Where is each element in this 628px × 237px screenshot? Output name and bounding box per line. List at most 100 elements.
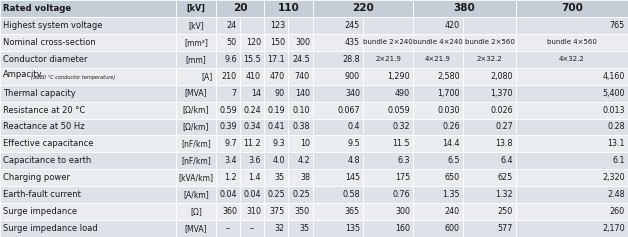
Bar [0,34,176,51]
Bar [516,17,628,34]
Bar [363,102,413,118]
Bar [363,68,413,85]
Text: 0.059: 0.059 [387,105,410,114]
Bar [216,17,240,34]
Bar [0,135,176,152]
Bar [363,203,413,220]
Bar [216,135,240,152]
Text: [MVA]: [MVA] [185,89,207,98]
Text: 0.19: 0.19 [268,105,285,114]
Bar [313,17,363,34]
Text: 38: 38 [300,173,310,182]
Bar [0,102,176,118]
Text: Surge impedance load: Surge impedance load [3,224,98,233]
Text: 9.7: 9.7 [224,139,237,148]
Bar [463,68,516,85]
Text: 9.5: 9.5 [347,139,360,148]
Bar [516,34,628,51]
Bar [176,34,216,51]
Bar [288,34,313,51]
Text: 140: 140 [295,89,310,98]
Bar [516,135,628,152]
Bar [216,203,240,220]
Bar [463,186,516,203]
Bar [264,186,288,203]
Bar [240,152,264,169]
Text: [A]: [A] [202,72,213,81]
Bar [413,152,463,169]
Bar [516,0,628,17]
Bar [176,169,216,186]
Text: 0.59: 0.59 [219,105,237,114]
Bar [0,203,176,220]
Bar [516,118,628,135]
Bar [240,68,264,85]
Text: [nF/km]: [nF/km] [181,139,211,148]
Bar [363,17,413,34]
Bar [240,169,264,186]
Text: 10: 10 [300,139,310,148]
Bar [240,220,264,237]
Text: 0.58: 0.58 [342,190,360,199]
Bar [0,17,176,34]
Bar [176,118,216,135]
Bar [413,169,463,186]
Text: 210: 210 [222,72,237,81]
Text: 160: 160 [395,224,410,233]
Bar [413,135,463,152]
Text: 740: 740 [295,72,310,81]
Bar [463,152,516,169]
Text: 24: 24 [227,21,237,30]
Text: Ampacity: Ampacity [3,70,43,79]
Text: Conductor diameter: Conductor diameter [3,55,87,64]
Bar [463,17,516,34]
Bar [463,85,516,102]
Bar [413,220,463,237]
Bar [313,68,363,85]
Bar [176,68,216,85]
Bar [264,152,288,169]
Bar [176,0,216,17]
Bar [264,220,288,237]
Bar [216,0,264,17]
Text: 1,290: 1,290 [387,72,410,81]
Text: 15.5: 15.5 [243,55,261,64]
Bar [363,118,413,135]
Text: 420: 420 [445,21,460,30]
Text: 0.030: 0.030 [438,105,460,114]
Text: 0.26: 0.26 [442,123,460,132]
Bar [313,85,363,102]
Bar [264,85,288,102]
Text: [MVA]: [MVA] [185,224,207,233]
Text: 1.2: 1.2 [224,173,237,182]
Bar [0,152,176,169]
Text: Nominal cross-section: Nominal cross-section [3,38,95,47]
Bar [240,135,264,152]
Text: 700: 700 [561,4,583,14]
Text: (at 80 °C conductor temperature): (at 80 °C conductor temperature) [31,75,116,80]
Text: 260: 260 [610,207,625,216]
Bar [176,68,216,85]
Text: 1.4: 1.4 [249,173,261,182]
Bar [240,186,264,203]
Bar [288,135,313,152]
Text: 9.6: 9.6 [224,55,237,64]
Bar [363,34,413,51]
Text: 600: 600 [445,224,460,233]
Text: Surge impedance: Surge impedance [3,207,77,216]
Bar [240,203,264,220]
Text: 490: 490 [395,89,410,98]
Text: Highest system voltage: Highest system voltage [3,21,102,30]
Bar [216,220,240,237]
Bar [288,51,313,68]
Text: 2,320: 2,320 [602,173,625,182]
Bar [216,102,240,118]
Bar [176,102,216,118]
Text: 2×21.9: 2×21.9 [375,56,401,62]
Bar [216,68,240,85]
Bar [463,220,516,237]
Text: 300: 300 [395,207,410,216]
Text: [A/km]: [A/km] [183,190,209,199]
Bar [463,34,516,51]
Text: 470: 470 [270,72,285,81]
